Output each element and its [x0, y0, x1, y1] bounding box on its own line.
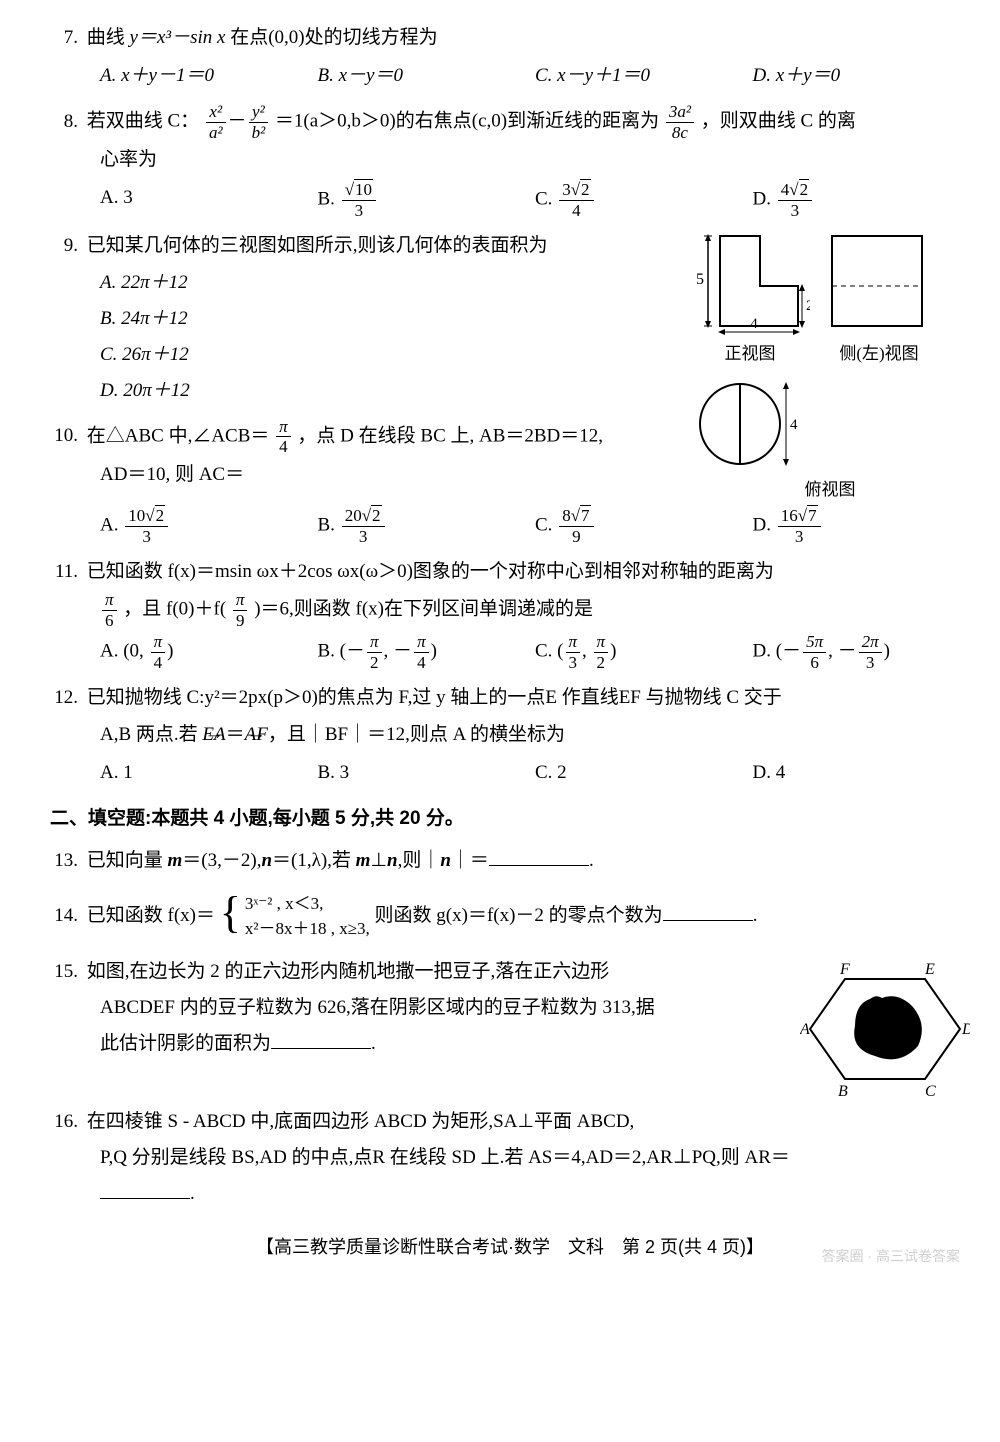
q10-choices: A. 10√23 B. 20√23 C. 8√79 D. 16√73 — [50, 506, 970, 546]
q8-frac1: x²a² — [206, 102, 226, 142]
q10-text-a: 在△ABC 中,∠ACB＝ — [87, 425, 270, 446]
q7-choice-d: D. x＋y＝0 — [753, 58, 971, 94]
side-view: 侧(左)视图 — [824, 228, 934, 370]
q11-choice-b: B. (－π2, －π4) — [318, 632, 536, 672]
question-11: 11. 已知函数 f(x)＝msin ωx＋2cos ωx(ω＞0)图象的一个对… — [50, 554, 970, 672]
hexagon-svg: F E A D B C — [800, 954, 970, 1104]
dim-4: 4 — [750, 316, 758, 332]
q16-blank — [100, 1180, 190, 1199]
q10-frac: π4 — [276, 417, 291, 457]
q12-text-a: 已知抛物线 C:y²＝2px(p＞0)的焦点为 F,过 y 轴上的一点E 作直线… — [87, 687, 782, 708]
q7-choices: A. x＋y－1＝0 B. x－y＝0 C. x－y＋1＝0 D. x＋y＝0 — [50, 58, 970, 94]
q8-frac3: 3a²8c — [666, 102, 694, 142]
q8-choice-c: C. 3√24 — [535, 180, 753, 220]
q12-choice-a: A. 1 — [100, 755, 318, 791]
q13-blank — [489, 847, 589, 866]
q10-text-b: ，点 D 在线段 BC 上, AB＝2BD＝12, — [297, 425, 603, 446]
q11-choice-a: A. (0, π4) — [100, 632, 318, 672]
q16-line2: P,Q 分别是线段 BS,AD 的中点,点R 在线段 SD 上.若 AS＝4,A… — [50, 1140, 970, 1176]
question-7: 7. 曲线 y＝x³－sin x 在点(0,0)处的切线方程为 A. x＋y－1… — [50, 20, 970, 94]
q11-line2: π6 ，且 f(0)＋f( π9 )＝6,则函数 f(x)在下列区间单调递减的是 — [50, 590, 970, 630]
q12-choice-b: B. 3 — [318, 755, 536, 791]
q8-frac2: y²b² — [249, 102, 269, 142]
q9-num: 9. — [50, 228, 78, 264]
top-view: 4 俯视图 — [690, 379, 970, 506]
q11-choice-c: C. (π3, π2) — [535, 632, 753, 672]
question-13: 13. 已知向量 m＝(3,－2),n＝(1,λ),若 m⊥n,则｜n｜＝. — [50, 843, 970, 879]
q12-num: 12. — [50, 680, 78, 716]
q11-num: 11. — [50, 554, 78, 590]
front-label: 正视图 — [690, 338, 810, 370]
front-view-svg: 5 2 4 — [690, 228, 810, 338]
q15-blank — [271, 1030, 371, 1049]
q8-choice-a: A. 3 — [100, 180, 318, 220]
q16-num: 16. — [50, 1104, 78, 1140]
svg-text:E: E — [924, 961, 935, 978]
side-label: 侧(左)视图 — [824, 338, 934, 370]
svg-text:B: B — [838, 1083, 848, 1100]
question-15: F E A D B C 15. 如图,在边长为 2 的正六边形内随机地撒一把豆子… — [50, 954, 970, 1062]
q8-num: 8. — [50, 104, 78, 140]
question-9: 5 2 4 正视图 侧(左)视图 — [50, 228, 970, 408]
q12-choices: A. 1 B. 3 C. 2 D. 4 — [50, 755, 970, 791]
q10-choice-b: B. 20√23 — [318, 506, 536, 546]
section-2-title: 二、填空题:本题共 4 小题,每小题 5 分,共 20 分。 — [50, 801, 970, 837]
q8-text-a: 若双曲线 C： — [87, 111, 199, 132]
svg-text:D: D — [961, 1021, 970, 1038]
svg-text:F: F — [839, 961, 850, 978]
question-12: 12. 已知抛物线 C:y²＝2px(p＞0)的焦点为 F,过 y 轴上的一点E… — [50, 680, 970, 790]
question-16: 16. 在四棱锥 S - ABCD 中,底面四边形 ABCD 为矩形,SA⊥平面… — [50, 1104, 970, 1212]
q11-choices: A. (0, π4) B. (－π2, －π4) C. (π3, π2) D. … — [50, 632, 970, 672]
q7-choice-c: C. x－y＋1＝0 — [535, 58, 753, 94]
q10-choice-d: D. 16√73 — [753, 506, 971, 546]
q7-choice-b: B. x－y＝0 — [318, 58, 536, 94]
q13-num: 13. — [50, 843, 78, 879]
q15-figure: F E A D B C — [800, 954, 970, 1104]
q12-line2: A,B 两点.若 →EA＝→AF，且｜BF｜＝12,则点 A 的横坐标为 — [50, 717, 970, 753]
q14-piecewise: { 3ˣ⁻² , x＜3, x²－8x＋18 , x≥3, — [220, 891, 370, 942]
question-14: 14. 已知函数 f(x)＝ { 3ˣ⁻² , x＜3, x²－8x＋18 , … — [50, 887, 970, 946]
q8-text-b: ＝1(a＞0,b＞0)的右焦点(c,0)到渐近线的距离为 — [275, 111, 659, 132]
svg-text:A: A — [800, 1021, 810, 1038]
watermark: 答案圈 · 高三试卷答案 — [822, 1243, 960, 1270]
side-view-svg — [824, 228, 934, 338]
dim-t4: 4 — [790, 417, 798, 433]
q9-figure: 5 2 4 正视图 侧(左)视图 — [690, 228, 970, 506]
q8-text-c: ，则双曲线 C 的离 — [701, 111, 856, 132]
q12-choice-d: D. 4 — [753, 755, 971, 791]
q10-choice-c: C. 8√79 — [535, 506, 753, 546]
q7-text-b: 在点(0,0)处的切线方程为 — [225, 27, 437, 48]
q11-text-a: 已知函数 f(x)＝msin ωx＋2cos ωx(ω＞0)图象的一个对称中心到… — [87, 561, 774, 582]
q10-choice-a: A. 10√23 — [100, 506, 318, 546]
q7-text-a: 曲线 — [87, 27, 130, 48]
q16-line3: . — [50, 1176, 970, 1212]
q7-num: 7. — [50, 20, 78, 56]
q9-text: 已知某几何体的三视图如图所示,则该几何体的表面积为 — [87, 235, 548, 256]
top-label: 俯视图 — [690, 474, 970, 506]
q12-choice-c: C. 2 — [535, 755, 753, 791]
svg-text:C: C — [925, 1083, 936, 1100]
q7-choice-a: A. x＋y－1＝0 — [100, 58, 318, 94]
q7-eq: y＝x³－sin x — [130, 27, 226, 48]
top-view-svg: 4 — [690, 379, 810, 474]
q14-num: 14. — [50, 898, 78, 934]
q10-num: 10. — [50, 418, 78, 454]
q14-blank — [663, 902, 753, 921]
q8-choices: A. 3 B. √103 C. 3√24 D. 4√23 — [50, 180, 970, 220]
q15-num: 15. — [50, 954, 78, 990]
q8-choice-d: D. 4√23 — [753, 180, 971, 220]
front-view: 5 2 4 正视图 — [690, 228, 810, 370]
question-8: 8. 若双曲线 C： x²a²－y²b² ＝1(a＞0,b＞0)的右焦点(c,0… — [50, 102, 970, 220]
q11-choice-d: D. (－5π6, －2π3) — [753, 632, 971, 672]
dim-2: 2 — [806, 298, 810, 314]
dim-5: 5 — [696, 271, 704, 288]
q8-text-d: 心率为 — [50, 142, 970, 178]
q8-choice-b: B. √103 — [318, 180, 536, 220]
